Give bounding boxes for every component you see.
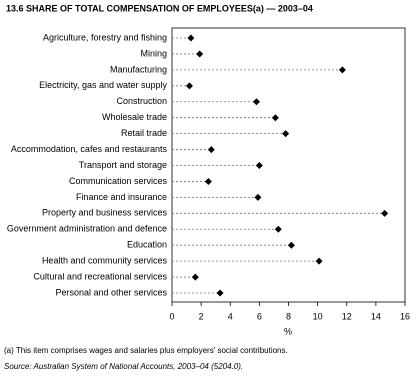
y-tick-label: Personal and other services: [55, 287, 167, 297]
y-tick-label: Accommodation, cafes and restaurants: [11, 144, 168, 154]
dot: [287, 241, 295, 249]
y-tick-label: Property and business services: [42, 208, 168, 218]
dot: [216, 289, 224, 297]
dot: [282, 130, 290, 138]
x-tick-label: 16: [400, 311, 410, 321]
y-tick-label: Construction: [116, 96, 167, 106]
dot: [315, 257, 323, 265]
x-axis-label: %: [284, 326, 292, 336]
dot: [187, 34, 195, 42]
x-tick-label: 4: [228, 311, 233, 321]
y-tick-label: Retail trade: [121, 128, 167, 138]
y-tick-label: Electricity, gas and water supply: [39, 80, 167, 90]
x-tick-label: 0: [169, 311, 174, 321]
dot: [207, 146, 215, 154]
dot: [338, 66, 346, 74]
x-tick-label: 10: [313, 311, 323, 321]
y-tick-label: Wholesale trade: [102, 112, 167, 122]
dot: [204, 177, 212, 185]
y-tick-label: Education: [127, 240, 167, 250]
y-tick-label: Finance and insurance: [76, 192, 167, 202]
dot: [255, 162, 263, 169]
footnote: (a) This item comprises wages and salari…: [4, 346, 288, 355]
dot: [271, 114, 279, 122]
y-tick-label: Agriculture, forestry and fishing: [43, 32, 167, 42]
dot: [252, 98, 260, 106]
x-tick-label: 8: [286, 311, 291, 321]
y-tick-label: Cultural and recreational services: [33, 271, 167, 281]
y-tick-label: Government administration and defence: [7, 224, 167, 234]
dot: [274, 225, 282, 233]
x-tick-label: 6: [257, 311, 262, 321]
source: Source: Australian System of National Ac…: [4, 362, 243, 371]
y-tick-label: Health and community services: [42, 256, 168, 266]
y-tick-label: Transport and storage: [79, 160, 167, 170]
dot: [185, 82, 193, 90]
y-tick-label: Communication services: [69, 176, 168, 186]
y-tick-label: Mining: [140, 48, 167, 58]
x-tick-label: 2: [199, 311, 204, 321]
x-tick-label: 14: [371, 311, 381, 321]
dot: [191, 273, 199, 281]
dot: [196, 50, 204, 58]
dot: [381, 209, 389, 217]
y-tick-label: Manufacturing: [110, 64, 167, 74]
chart-title: 13.6 SHARE OF TOTAL COMPENSATION OF EMPL…: [6, 3, 313, 13]
dot: [254, 193, 262, 201]
x-tick-label: 12: [342, 311, 352, 321]
